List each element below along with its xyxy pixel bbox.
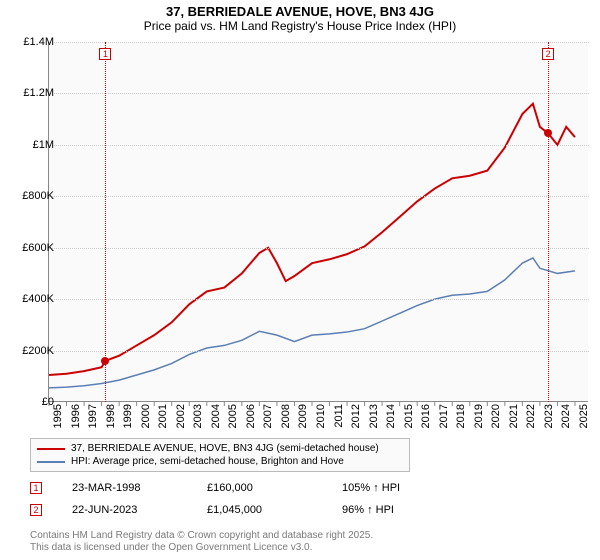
x-axis-label: 2002 — [175, 404, 187, 428]
y-axis-label: £1.2M — [23, 87, 54, 99]
x-axis-label: 1996 — [70, 404, 82, 428]
x-axis-label: 2024 — [560, 404, 572, 428]
x-axis-label: 2010 — [315, 404, 327, 428]
event-date: 23-MAR-1998 — [72, 482, 177, 494]
y-axis-label: £200K — [22, 345, 54, 357]
event-hpi: 96% ↑ HPI — [342, 504, 447, 516]
event-date: 22-JUN-2023 — [72, 504, 177, 516]
x-axis-label: 2011 — [333, 404, 345, 428]
x-axis-label: 2007 — [262, 404, 274, 428]
event-vline — [548, 42, 549, 402]
legend-item: 37, BERRIEDALE AVENUE, HOVE, BN3 4JG (se… — [37, 442, 403, 455]
event-hpi: 105% ↑ HPI — [342, 482, 447, 494]
y-axis-label: £400K — [22, 293, 54, 305]
grid-line — [49, 42, 589, 43]
event-row: 2 22-JUN-2023 £1,045,000 96% ↑ HPI — [30, 504, 447, 516]
x-axis-label: 2016 — [420, 404, 432, 428]
y-axis-label: £600K — [22, 242, 54, 254]
x-axis-label: 2001 — [157, 404, 169, 428]
grid-line — [49, 145, 589, 146]
chart-title: 37, BERRIEDALE AVENUE, HOVE, BN3 4JG — [0, 0, 600, 19]
event-vline — [105, 42, 106, 402]
x-axis-label: 2025 — [578, 404, 590, 428]
x-axis-label: 2005 — [227, 404, 239, 428]
event-row: 1 23-MAR-1998 £160,000 105% ↑ HPI — [30, 482, 447, 494]
line-plot — [49, 42, 589, 402]
chart-container: 37, BERRIEDALE AVENUE, HOVE, BN3 4JG Pri… — [0, 0, 600, 560]
x-axis-label: 2003 — [192, 404, 204, 428]
event-dot — [544, 129, 552, 137]
x-axis-label: 1995 — [52, 404, 64, 428]
x-axis-label: 2013 — [368, 404, 380, 428]
event-price: £160,000 — [207, 482, 312, 494]
event-marker-small: 2 — [30, 504, 42, 516]
x-axis-label: 2020 — [490, 404, 502, 428]
x-axis-label: 2021 — [508, 404, 520, 428]
x-axis-label: 2018 — [455, 404, 467, 428]
x-axis-label: 2012 — [350, 404, 362, 428]
event-price: £1,045,000 — [207, 504, 312, 516]
event-dot — [101, 357, 109, 365]
legend-label: HPI: Average price, semi-detached house,… — [71, 456, 344, 467]
x-axis-label: 2014 — [385, 404, 397, 428]
legend-swatch — [37, 461, 65, 463]
event-marker-small: 1 — [30, 482, 42, 494]
legend-swatch — [37, 448, 65, 450]
chart-subtitle: Price paid vs. HM Land Registry's House … — [0, 19, 600, 37]
x-axis-label: 2023 — [543, 404, 555, 428]
x-axis-label: 1999 — [122, 404, 134, 428]
grid-line — [49, 196, 589, 197]
copyright-text: Contains HM Land Registry data © Crown c… — [30, 530, 373, 554]
x-axis-label: 2009 — [297, 404, 309, 428]
y-axis-label: £1.4M — [23, 36, 54, 48]
legend: 37, BERRIEDALE AVENUE, HOVE, BN3 4JG (se… — [30, 438, 410, 472]
y-axis-label: £1M — [33, 139, 54, 151]
x-axis-label: 2004 — [210, 404, 222, 428]
x-axis-label: 1998 — [105, 404, 117, 428]
x-axis-label: 2022 — [525, 404, 537, 428]
x-axis-label: 1997 — [87, 404, 99, 428]
legend-label: 37, BERRIEDALE AVENUE, HOVE, BN3 4JG (se… — [71, 443, 379, 454]
x-axis-label: 2017 — [438, 404, 450, 428]
x-axis-label: 2008 — [280, 404, 292, 428]
x-axis-label: 2006 — [245, 404, 257, 428]
legend-item: HPI: Average price, semi-detached house,… — [37, 455, 403, 468]
event-marker: 2 — [542, 48, 554, 60]
series-line — [49, 258, 575, 388]
grid-line — [49, 351, 589, 352]
grid-line — [49, 299, 589, 300]
x-axis-label: 2019 — [473, 404, 485, 428]
y-axis-label: £800K — [22, 190, 54, 202]
event-marker: 1 — [99, 48, 111, 60]
plot-area: 12 — [48, 42, 588, 402]
grid-line — [49, 93, 589, 94]
grid-line — [49, 248, 589, 249]
x-axis-label: 2015 — [403, 404, 415, 428]
x-axis-label: 2000 — [140, 404, 152, 428]
